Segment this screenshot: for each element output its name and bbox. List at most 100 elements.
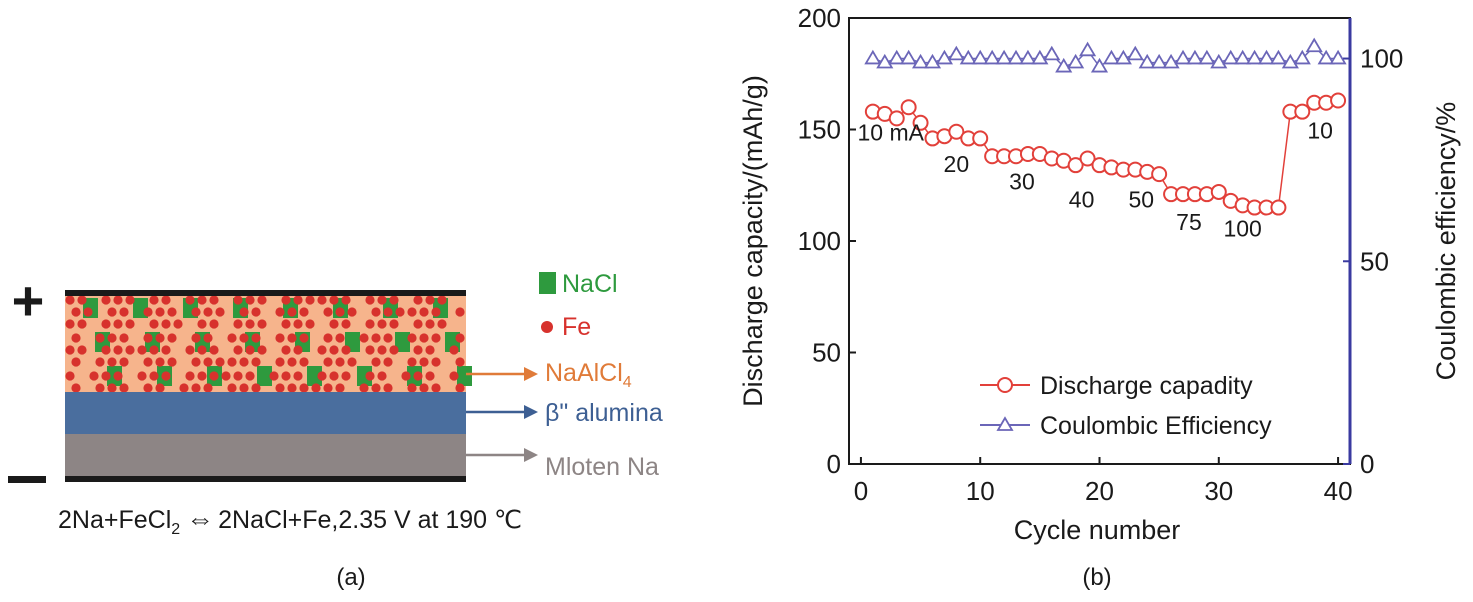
fe-particle: [257, 295, 267, 305]
panel-b-caption: (b): [1082, 564, 1111, 591]
fe-particle: [161, 345, 171, 355]
fe-particle: [275, 357, 285, 367]
legend-nacl-swatch: [539, 272, 556, 294]
fe-particle: [455, 357, 465, 367]
nacl-particle: [357, 366, 372, 386]
fe-particle: [389, 295, 399, 305]
fe-particle: [341, 295, 351, 305]
fe-particle: [101, 345, 111, 355]
naalcl4-label: NaAlCl4: [545, 359, 632, 391]
efficiency-point: [888, 49, 906, 65]
fe-particle: [317, 345, 327, 355]
fe-particle: [245, 345, 255, 355]
fe-particle: [425, 345, 435, 355]
efficiency-point: [1102, 49, 1121, 65]
fe-particle: [329, 345, 339, 355]
fe-particle: [365, 371, 375, 381]
fe-particle: [413, 371, 423, 381]
efficiency-point: [1245, 49, 1264, 65]
chart-annotations: 10 mA 20 30 40 50 75 100 10: [858, 117, 1333, 241]
discharge-point: [1210, 183, 1227, 200]
nacl-particle: [395, 332, 410, 352]
x-tick-label: 20: [1085, 476, 1114, 506]
fe-particle: [383, 307, 393, 317]
efficiency-point: [923, 53, 942, 69]
fe-particle: [383, 357, 393, 367]
fe-particle: [395, 307, 405, 317]
fe-particle: [119, 333, 129, 343]
efficiency-point: [1317, 49, 1335, 65]
nacl-particle: [457, 366, 472, 386]
fe-particle: [323, 357, 333, 367]
fe-particle: [233, 345, 243, 355]
fe-particle: [107, 333, 117, 343]
chart-series: [864, 37, 1347, 216]
y-tick-label: 150: [798, 115, 841, 145]
efficiency-point: [971, 49, 989, 65]
legend-marker: [997, 377, 1013, 393]
discharge-point: [1270, 199, 1287, 216]
efficiency-point: [959, 49, 977, 65]
fe-particle: [173, 319, 183, 329]
fe-particle: [101, 295, 111, 305]
rate-annotation: 30: [1009, 169, 1035, 195]
rate-annotation: 10: [1307, 117, 1333, 143]
rate-annotation: 75: [1176, 209, 1202, 235]
fe-particle: [197, 319, 207, 329]
fe-particle: [77, 319, 87, 329]
fe-particle: [185, 295, 195, 305]
fe-particle: [191, 333, 201, 343]
fe-particle: [167, 333, 177, 343]
efficiency-point: [1162, 53, 1180, 69]
fe-particle: [377, 345, 387, 355]
fe-particle: [197, 345, 207, 355]
fe-particle: [65, 319, 75, 329]
fe-particle: [83, 307, 93, 317]
fe-particle: [323, 307, 333, 317]
fe-particle: [377, 295, 387, 305]
fe-particle: [143, 333, 153, 343]
fe-particle: [149, 319, 159, 329]
fe-particle: [383, 333, 393, 343]
rate-annotation: 20: [944, 151, 970, 177]
x-tick-label: 0: [854, 476, 868, 506]
fe-particle: [107, 383, 117, 393]
efficiency-point: [1293, 49, 1311, 65]
fe-particle: [203, 383, 213, 393]
discharge-point: [948, 123, 965, 140]
fe-particle: [329, 319, 339, 329]
discharge-point: [888, 110, 905, 127]
fe-particle: [347, 357, 357, 367]
fe-particle: [149, 295, 159, 305]
fe-particle: [419, 357, 429, 367]
fe-particle: [341, 371, 351, 381]
molten-na-layer: [65, 434, 466, 478]
fe-particle: [227, 357, 237, 367]
efficiency-point: [1031, 49, 1049, 65]
fe-particle: [251, 383, 261, 393]
fe-particle: [299, 333, 309, 343]
naalcl4-arrow: [466, 367, 538, 381]
fe-particle: [113, 295, 123, 305]
efficiency-point: [1198, 49, 1216, 65]
y2-tick-label: 0: [1360, 449, 1374, 479]
fe-particle: [125, 345, 135, 355]
fe-particle: [95, 383, 105, 393]
efficiency-point: [1055, 57, 1073, 73]
fe-particle: [287, 383, 297, 393]
fe-particle: [257, 345, 267, 355]
efficiency-point: [1007, 49, 1025, 65]
fe-particle: [179, 383, 189, 393]
y-tick-label: 100: [798, 226, 841, 256]
fe-particle: [197, 295, 207, 305]
panel-a-schematic: + NaCl Fe NaAlCl4 β" alumina Mloten Na 2…: [8, 269, 663, 591]
efficiency-point: [1114, 49, 1132, 65]
fe-particle: [167, 307, 177, 317]
fe-particle: [233, 319, 243, 329]
fe-particle: [413, 295, 423, 305]
fe-particle: [101, 371, 111, 381]
discharge-point: [1151, 166, 1168, 183]
fe-particle: [425, 319, 435, 329]
x-tick-label: 40: [1324, 476, 1353, 506]
rate-annotation: 10 mA: [858, 120, 925, 146]
